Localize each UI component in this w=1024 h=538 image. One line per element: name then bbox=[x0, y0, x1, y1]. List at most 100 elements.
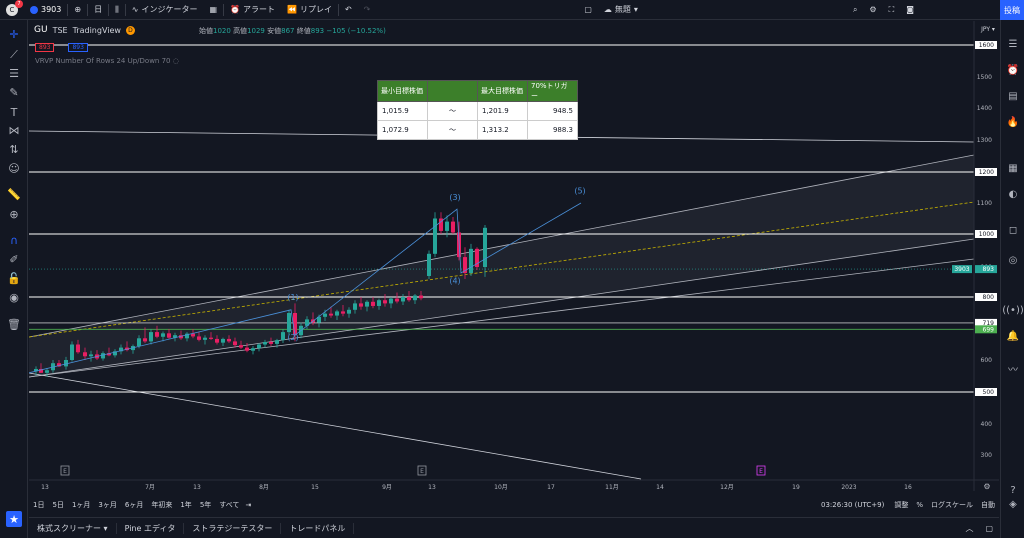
chat-icon[interactable]: ◻ bbox=[1008, 224, 1018, 236]
square-icon: ▢ bbox=[584, 5, 592, 14]
text-icon[interactable]: T bbox=[10, 105, 18, 119]
broadcast-icon[interactable]: ((•)) bbox=[1002, 304, 1024, 316]
snapshot-button[interactable]: ◙ bbox=[900, 0, 920, 20]
candle-body bbox=[167, 333, 171, 338]
fullscreen-button[interactable]: ⛶ bbox=[883, 0, 901, 20]
candle-body bbox=[83, 352, 87, 357]
chart-type-button[interactable]: ⫼ bbox=[109, 0, 125, 20]
time-tick-label: 8月 bbox=[259, 484, 269, 491]
candle-body bbox=[101, 353, 105, 359]
lock-drawing-icon[interactable]: ✐ bbox=[9, 252, 19, 266]
redo-button[interactable]: ↷ bbox=[358, 0, 377, 20]
alert-button[interactable]: ⏰ アラート bbox=[224, 0, 281, 20]
compare-button[interactable]: ⊕ bbox=[68, 0, 87, 20]
tab-stock-screener[interactable]: 株式スクリーナー ▾ bbox=[29, 522, 117, 534]
adjust-toggle[interactable]: 調整 bbox=[894, 501, 909, 509]
calendar-icon[interactable]: ▦ bbox=[1008, 162, 1018, 174]
crosshair-icon[interactable]: ✛ bbox=[9, 27, 19, 41]
range-ytd[interactable]: 年初来 bbox=[151, 501, 173, 509]
wave-label: (1) bbox=[287, 293, 298, 302]
replay-label: リプレイ bbox=[299, 5, 332, 14]
range-1m[interactable]: 1ヶ月 bbox=[71, 501, 91, 509]
price-tick-label: 1100 bbox=[977, 200, 992, 207]
emoji-icon[interactable]: ☺ bbox=[8, 161, 20, 175]
range-5y[interactable]: 5年 bbox=[199, 501, 212, 509]
candle-body bbox=[317, 316, 321, 323]
symbol-search-button[interactable]: 3903 bbox=[24, 0, 67, 20]
settings-button[interactable]: ⚙ bbox=[863, 0, 882, 20]
buy-button[interactable]: 893 bbox=[68, 43, 88, 52]
last-price-box bbox=[975, 265, 997, 274]
replay-button[interactable]: ⏪ リプレイ bbox=[281, 0, 338, 20]
hotlist-icon[interactable]: 🔥 bbox=[1006, 116, 1020, 128]
candle-body bbox=[305, 319, 309, 326]
divider bbox=[87, 3, 89, 16]
tab-pine-editor[interactable]: Pine エディタ bbox=[117, 522, 185, 534]
percent-toggle[interactable]: % bbox=[916, 501, 923, 509]
candle-body bbox=[371, 301, 375, 306]
lock-icon[interactable]: 🔓 bbox=[7, 271, 21, 285]
legend-symbol[interactable]: GU bbox=[34, 25, 48, 35]
candle-body bbox=[463, 257, 467, 273]
tab-trading-panel[interactable]: トレードパネル bbox=[281, 522, 355, 534]
star-icon[interactable]: ★ bbox=[6, 511, 22, 527]
post-button[interactable]: 投稿 bbox=[1000, 0, 1024, 20]
help-icon[interactable]: ? bbox=[1010, 484, 1016, 496]
sell-button[interactable]: 893 bbox=[35, 43, 55, 52]
price-level-label: 719 bbox=[983, 320, 995, 327]
range-all[interactable]: すべて bbox=[219, 501, 240, 509]
auto-scale-toggle[interactable]: 自動 bbox=[981, 501, 995, 509]
templates-button[interactable]: ▦ bbox=[203, 0, 223, 20]
candle-body bbox=[389, 298, 393, 304]
zoom-in-icon[interactable]: ⊕ bbox=[9, 207, 19, 221]
range-5d[interactable]: 5日 bbox=[52, 501, 64, 509]
maximize-panel-icon[interactable]: ▢ bbox=[985, 523, 993, 533]
candle-body bbox=[161, 333, 165, 337]
trend-icon[interactable]: 〰 bbox=[1008, 364, 1018, 376]
layout-name-button[interactable]: ☁ 無題 ▾ bbox=[598, 0, 644, 20]
clock-label[interactable]: 03:26:30 (UTC+9) bbox=[821, 501, 885, 509]
trash-icon[interactable]: 🗑 bbox=[7, 317, 21, 331]
log-scale-toggle[interactable]: ログスケール bbox=[931, 501, 973, 509]
interval-button[interactable]: 日 bbox=[88, 0, 108, 20]
range-3m[interactable]: 3ヶ月 bbox=[98, 501, 117, 509]
ideas-icon[interactable]: ◐ bbox=[1008, 188, 1018, 200]
range-1d[interactable]: 1日 bbox=[33, 501, 45, 509]
candle-body bbox=[185, 333, 189, 339]
data-window-icon[interactable]: ▤ bbox=[1008, 90, 1018, 102]
eye-off-icon[interactable]: ◌ bbox=[172, 57, 179, 65]
channel-lower-line bbox=[29, 258, 975, 378]
forecast-icon[interactable]: ⇅ bbox=[9, 142, 19, 156]
pattern-icon[interactable]: ⋈ bbox=[8, 123, 20, 137]
range-6m[interactable]: 6ヶ月 bbox=[124, 501, 144, 509]
search-button[interactable]: ⌕ bbox=[847, 0, 863, 20]
low-value: 867 bbox=[281, 27, 295, 35]
fib-icon[interactable]: ☰ bbox=[9, 66, 19, 80]
watchlist-icon[interactable]: ☰ bbox=[1008, 38, 1018, 50]
ruler-icon[interactable]: 📏 bbox=[7, 187, 21, 201]
tab-strategy-tester[interactable]: ストラテジーテスター bbox=[184, 522, 282, 534]
time-tick-label: 14 bbox=[656, 484, 664, 491]
time-tick-label: 9月 bbox=[382, 484, 392, 491]
magnet-icon[interactable]: ∩ bbox=[9, 233, 19, 247]
collapse-panel-icon[interactable]: ︿ bbox=[965, 523, 974, 533]
layers-icon[interactable]: ◈ bbox=[1009, 498, 1017, 510]
brush-icon[interactable]: ✎ bbox=[9, 85, 19, 99]
streams-icon[interactable]: ◎ bbox=[1008, 254, 1018, 266]
price-chart[interactable]: (1) (2) (3) (4) (5) E E E JPY ▾ 1600 1500 1400 1300… bbox=[29, 21, 999, 491]
alerts-icon[interactable]: ⏰ bbox=[1006, 64, 1020, 76]
indicators-button[interactable]: ∿ インジケーター bbox=[126, 0, 204, 20]
undo-button[interactable]: ↶ bbox=[339, 0, 358, 20]
vrvp-indicator-label[interactable]: VRVP Number Of Rows 24 Up/Down 70 ◌ bbox=[35, 57, 179, 65]
layout-toggle-button[interactable]: ▢ bbox=[578, 0, 598, 20]
eye-icon[interactable]: ◉ bbox=[9, 290, 19, 304]
indicators-label: インジケーター bbox=[141, 5, 198, 14]
range-1y[interactable]: 1年 bbox=[180, 501, 192, 509]
trendline-icon[interactable]: ⟋ bbox=[10, 48, 18, 61]
goto-date-icon[interactable]: ⇥ bbox=[245, 501, 252, 509]
candle-body bbox=[335, 311, 339, 316]
last-price-label: 893 bbox=[983, 266, 995, 273]
chevron-down-icon: ▾ bbox=[633, 5, 638, 14]
notifications-icon[interactable]: 🔔 bbox=[1006, 330, 1020, 342]
